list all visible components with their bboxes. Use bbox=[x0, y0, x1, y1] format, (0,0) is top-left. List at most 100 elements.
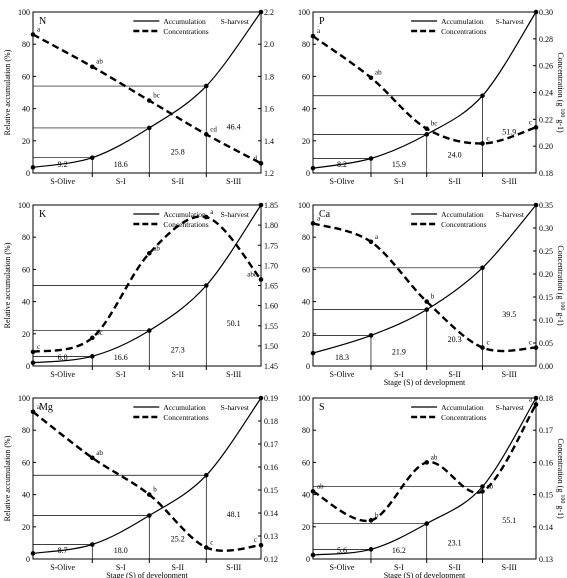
accumulation-point bbox=[146, 125, 152, 131]
panel-letter: Ca bbox=[319, 209, 331, 220]
y-tick-label: 80 bbox=[302, 40, 310, 49]
concentration-point bbox=[310, 221, 316, 226]
y2-tick-label: 0.19 bbox=[264, 394, 278, 403]
panel-letter: Mg bbox=[39, 402, 53, 413]
accumulation-point bbox=[368, 333, 374, 338]
chart-panel-p: 0 20 40 60 80 100 0.18 0.20 0.22 0.24 0.26 0.28 0.30… bbox=[298, 8, 565, 186]
concentration-point bbox=[424, 126, 430, 132]
segment-label: 27.3 bbox=[171, 345, 185, 354]
accumulation-point bbox=[203, 83, 209, 89]
significance-letter: c bbox=[529, 339, 532, 347]
concentration-point bbox=[480, 489, 485, 494]
y-tick-label: 40 bbox=[22, 491, 30, 500]
accumulation-point bbox=[310, 552, 316, 558]
segment-label: 15.9 bbox=[392, 160, 406, 169]
y-tick-label: 80 bbox=[22, 233, 30, 242]
stage-label: S-III bbox=[502, 370, 517, 379]
y-axis-title: Relative accumulation (%) bbox=[3, 435, 12, 521]
segment-label: 51.9 bbox=[502, 127, 516, 136]
concentration-point bbox=[30, 32, 36, 37]
concentration-point bbox=[368, 239, 374, 245]
harvest-label: S-harvest bbox=[221, 210, 250, 219]
y2-tick-label: 0.15 bbox=[264, 486, 278, 495]
accumulation-curve bbox=[312, 204, 537, 354]
y2-tick-label: 1.2 bbox=[264, 169, 274, 178]
x-axis-title: Stage (S) of development bbox=[384, 378, 466, 387]
accumulation-point bbox=[30, 551, 36, 556]
concentration-point bbox=[203, 214, 209, 220]
harvest-label: S-harvest bbox=[496, 17, 525, 26]
accumulation-point bbox=[480, 484, 485, 489]
significance-letter: bc bbox=[96, 329, 103, 337]
y-tick-label: 60 bbox=[302, 458, 310, 467]
y2-tick-label: 0.18 bbox=[539, 169, 553, 178]
stage-label: S-Olive bbox=[330, 177, 355, 186]
stage-label: S-II bbox=[172, 370, 185, 379]
segment-label: 18.3 bbox=[335, 353, 349, 362]
harvest-label: S-harvest bbox=[496, 210, 525, 219]
segment-label: 6.0 bbox=[58, 353, 68, 362]
significance-letter: ab bbox=[96, 449, 103, 457]
segment-label: 16.2 bbox=[392, 546, 406, 555]
concentration-curve bbox=[32, 410, 262, 552]
concentration-point bbox=[146, 251, 152, 256]
plot-frame bbox=[312, 204, 537, 367]
accumulation-curve bbox=[312, 11, 537, 169]
y2-tick-label: 0.18 bbox=[539, 394, 553, 403]
significance-letter: bc bbox=[153, 92, 160, 100]
segment-label: 24.0 bbox=[448, 151, 462, 160]
accumulation-point bbox=[368, 156, 374, 161]
segment-label: 46.4 bbox=[227, 123, 241, 132]
stage-label: S-I bbox=[116, 177, 126, 186]
chart-panel-k: 0 20 40 60 80 100 1.45 1.50 1.55 1.60 1.65 1.70 1.75… bbox=[3, 201, 278, 379]
legend-accumulation-label: Accumulation bbox=[163, 17, 206, 26]
y2-tick-label: 1.45 bbox=[264, 362, 278, 371]
significance-letter: c bbox=[210, 539, 213, 547]
y2-tick-label: 0.28 bbox=[539, 35, 553, 44]
concentration-point bbox=[310, 33, 316, 39]
y2-tick-label: 1.4 bbox=[264, 137, 274, 146]
y2-axis-title: Concentration (g 100 g-1) bbox=[556, 245, 565, 326]
y2-tick-label: 0.14 bbox=[264, 509, 278, 518]
y-tick-label: 40 bbox=[302, 298, 310, 307]
y-tick-label: 60 bbox=[302, 265, 310, 274]
significance-letter: c bbox=[486, 339, 489, 347]
y2-tick-label: 0.13 bbox=[264, 532, 278, 541]
plot-frame bbox=[312, 397, 537, 560]
y2-tick-label: 1.80 bbox=[264, 221, 278, 230]
legend-accumulation-label: Accumulation bbox=[163, 210, 206, 219]
concentration-point bbox=[533, 125, 539, 130]
y-axis-title: Relative accumulation (%) bbox=[3, 49, 12, 135]
y-tick-label: 20 bbox=[302, 137, 310, 146]
significance-letter: ab bbox=[96, 58, 103, 66]
significance-letter: ab bbox=[431, 453, 438, 461]
y2-tick-label: 0.12 bbox=[264, 555, 278, 564]
y2-tick-label: 1.6 bbox=[264, 105, 274, 114]
concentration-curve bbox=[312, 222, 537, 353]
accumulation-point bbox=[146, 328, 152, 333]
stage-label: S-Olive bbox=[330, 563, 355, 572]
y-tick-label: 0 bbox=[306, 555, 310, 564]
significance-letter: ab bbox=[486, 482, 493, 490]
y-tick-label: 0 bbox=[26, 169, 30, 178]
significance-letter: bc bbox=[431, 120, 438, 128]
panel-letter: N bbox=[39, 16, 46, 27]
concentration-point bbox=[424, 460, 430, 465]
segment-label: 18.6 bbox=[114, 160, 128, 169]
stage-label: S-II bbox=[172, 563, 185, 572]
concentration-point bbox=[203, 545, 209, 550]
y2-tick-label: 0.25 bbox=[539, 247, 553, 256]
concentration-point bbox=[533, 402, 539, 407]
y2-tick-label: 1.85 bbox=[264, 201, 278, 210]
harvest-label: S-harvest bbox=[221, 403, 250, 412]
chart-panel-mg: 0 20 40 60 80 100 0.12 0.13 0.14 0.15 0.16 0.17 0.18… bbox=[3, 394, 278, 578]
chart-panel-ca: 0 20 40 60 80 100 0.00 0.05 0.10 0.15 0.20 0.25 0.30… bbox=[298, 201, 565, 387]
accumulation-point bbox=[258, 9, 264, 15]
stage-label: S-I bbox=[116, 563, 126, 572]
accumulation-point bbox=[310, 165, 316, 171]
significance-letter: a bbox=[529, 395, 533, 403]
y-tick-label: 100 bbox=[18, 201, 30, 210]
significance-letter: c bbox=[254, 536, 257, 544]
concentration-point bbox=[89, 64, 95, 70]
segment-label: 39.5 bbox=[502, 310, 516, 319]
